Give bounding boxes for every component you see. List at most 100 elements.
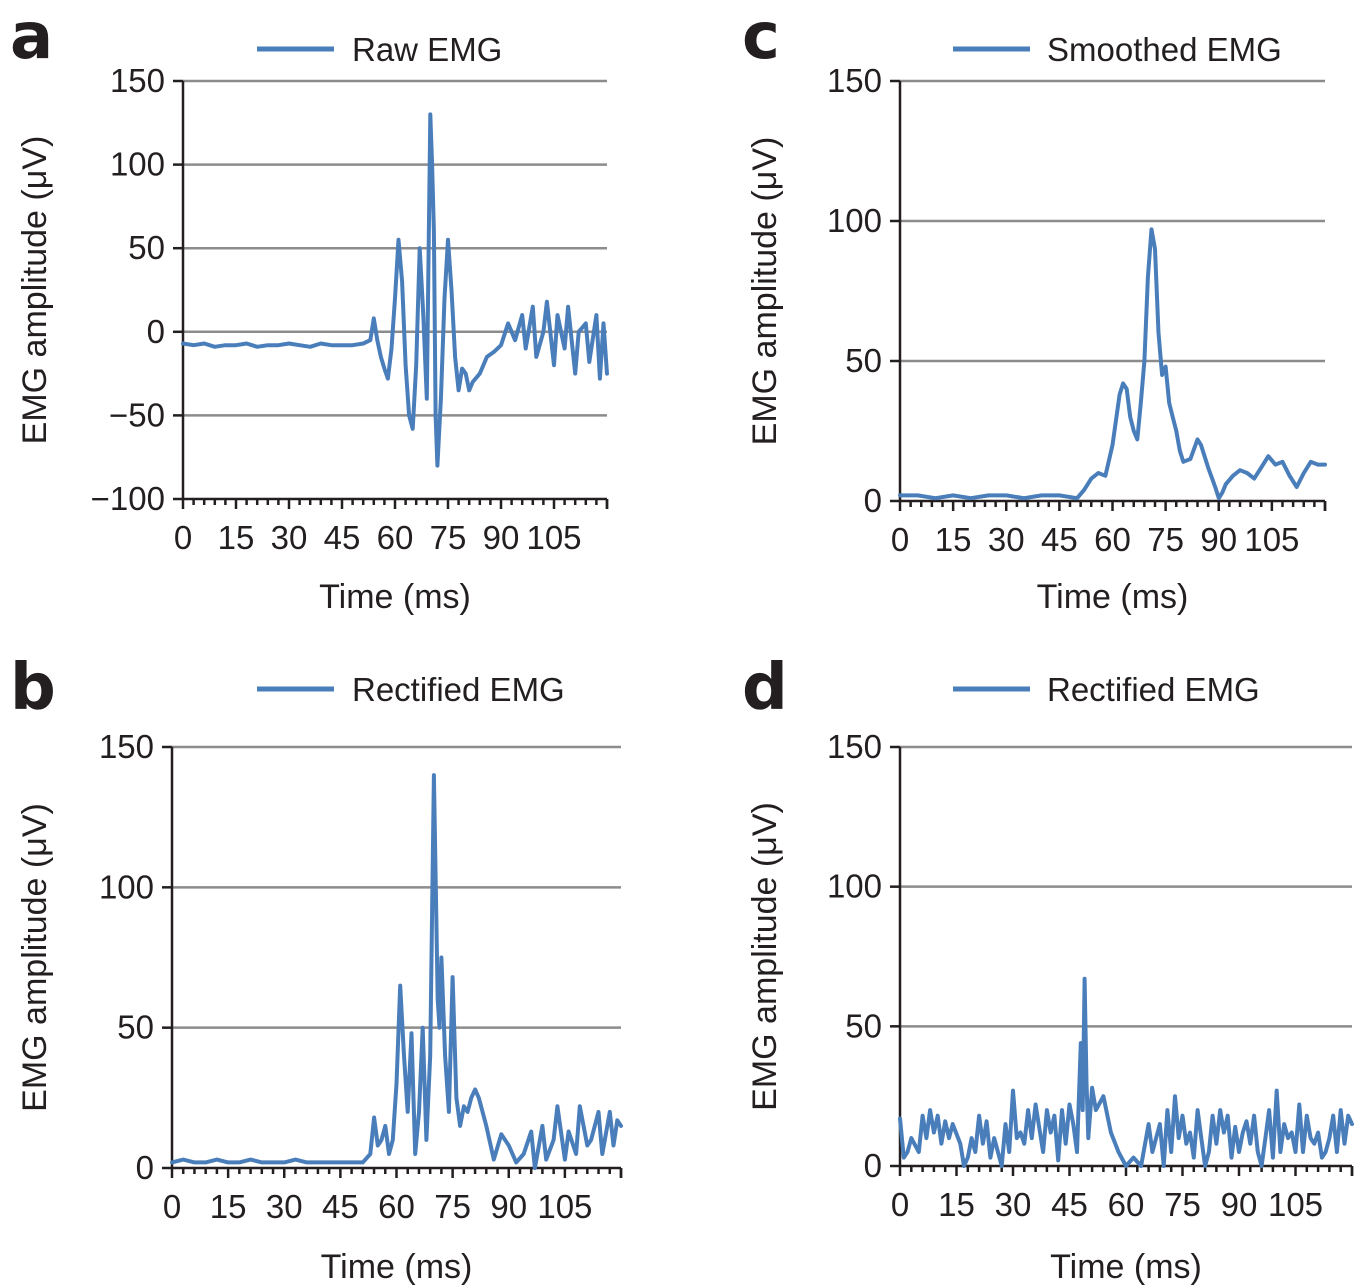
data-point xyxy=(1305,1114,1309,1118)
x-tick-label: 15 xyxy=(218,519,255,556)
data-point xyxy=(450,288,453,292)
data-point xyxy=(350,1160,354,1164)
data-point xyxy=(454,1096,458,1100)
data-point xyxy=(600,1152,604,1156)
data-point xyxy=(533,1166,537,1170)
y-tick-label: 100 xyxy=(110,146,165,183)
data-point xyxy=(1049,1131,1053,1134)
data-point xyxy=(202,342,206,345)
data-point xyxy=(1015,1136,1019,1140)
data-point xyxy=(404,363,408,367)
data-point xyxy=(1207,1150,1211,1154)
data-point xyxy=(1346,1114,1350,1118)
data-point xyxy=(1331,1114,1335,1118)
data-point xyxy=(1135,437,1139,441)
data-point xyxy=(361,342,365,345)
data-point xyxy=(260,1160,264,1164)
data-point xyxy=(1211,1114,1215,1118)
data-point xyxy=(970,1136,974,1140)
data-point xyxy=(382,367,386,371)
data-point xyxy=(434,413,438,417)
y-tick-label: 150 xyxy=(827,728,882,765)
data-point xyxy=(1260,1164,1264,1168)
data-point xyxy=(898,493,902,497)
data-point xyxy=(1178,449,1182,453)
data-point xyxy=(1019,1131,1022,1134)
y-tick-label: 0 xyxy=(864,1147,882,1184)
data-point xyxy=(338,1160,342,1164)
data-point xyxy=(1302,471,1306,475)
data-point xyxy=(428,112,432,116)
x-tick-label: 60 xyxy=(1094,521,1131,558)
data-point xyxy=(1109,1131,1113,1134)
data-point xyxy=(391,1138,395,1142)
data-point xyxy=(375,338,379,342)
data-point xyxy=(1083,977,1087,981)
data-point xyxy=(398,984,402,988)
y-axis-title: EMG amplitude (μV) xyxy=(746,137,784,446)
data-point xyxy=(563,347,567,350)
x-tick-label: 15 xyxy=(210,1188,247,1225)
data-point xyxy=(372,1116,376,1119)
data-point xyxy=(1316,1131,1320,1134)
data-point xyxy=(327,1160,331,1164)
x-tick-label: 0 xyxy=(891,1186,909,1223)
data-point xyxy=(1164,365,1168,369)
y-tick-label: 0 xyxy=(136,1149,154,1186)
y-tick-label: −50 xyxy=(109,396,165,433)
x-tick-label: 45 xyxy=(324,519,361,556)
data-point xyxy=(1026,1108,1030,1112)
data-point xyxy=(1167,401,1171,405)
data-point xyxy=(473,1087,477,1091)
data-point xyxy=(1079,1041,1083,1045)
data-point xyxy=(451,975,455,979)
x-tick-label: 15 xyxy=(935,521,972,558)
data-point xyxy=(1060,1108,1064,1112)
data-point xyxy=(1192,1156,1196,1160)
data-point xyxy=(1181,1114,1184,1118)
data-point xyxy=(585,1144,589,1147)
data-point xyxy=(605,372,609,376)
data-point xyxy=(1150,227,1153,231)
x-tick-label: 45 xyxy=(1051,1186,1088,1223)
data-point xyxy=(1174,429,1178,433)
y-tick-label: 100 xyxy=(99,868,154,905)
data-point xyxy=(413,1152,417,1156)
data-point xyxy=(1295,485,1299,489)
data-point xyxy=(467,388,471,392)
data-point xyxy=(477,1096,481,1100)
data-point xyxy=(170,1160,174,1164)
data-point xyxy=(966,1156,970,1160)
data-point xyxy=(471,380,475,384)
data-point xyxy=(421,313,425,317)
y-tick-label: 50 xyxy=(128,229,165,266)
data-point xyxy=(1117,1150,1120,1154)
x-tick-label: 30 xyxy=(988,521,1025,558)
data-point xyxy=(992,1136,996,1140)
series-line xyxy=(898,227,1327,501)
legend-label: Rectified EMG xyxy=(1047,671,1260,708)
data-point xyxy=(909,1136,913,1140)
data-point xyxy=(573,372,577,376)
data-point xyxy=(513,338,517,342)
data-point xyxy=(541,330,545,334)
data-point xyxy=(1071,1122,1075,1126)
data-point xyxy=(1004,1122,1007,1126)
legend-label: Raw EMG xyxy=(352,31,502,68)
data-point xyxy=(1323,463,1327,467)
data-point xyxy=(947,1136,951,1140)
data-point xyxy=(566,305,570,309)
data-point xyxy=(1041,1150,1045,1154)
data-point xyxy=(1230,1156,1233,1160)
data-point xyxy=(1125,387,1129,391)
x-axis-title: Time (ms) xyxy=(321,1248,473,1286)
data-point xyxy=(406,1110,410,1114)
data-point xyxy=(552,1138,556,1142)
data-point xyxy=(1218,1108,1222,1112)
legend-label: Rectified EMG xyxy=(352,671,565,708)
data-point xyxy=(1266,454,1270,458)
data-point xyxy=(1224,482,1228,486)
data-point xyxy=(973,1150,977,1154)
data-point xyxy=(237,1160,241,1164)
